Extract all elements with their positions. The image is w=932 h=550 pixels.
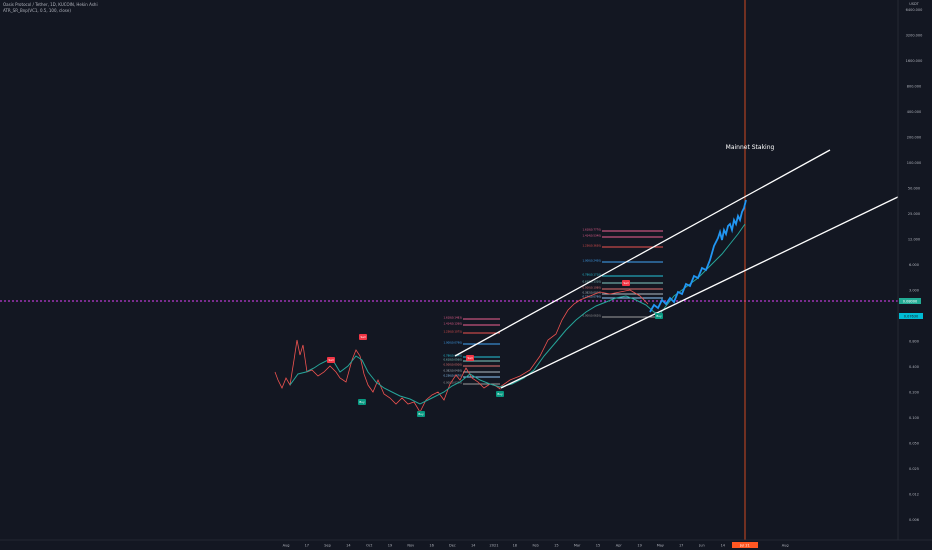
channel-upper-line[interactable]: [455, 150, 830, 356]
buy-signal-label: Buy: [359, 400, 365, 404]
time-axis-label: 15: [596, 544, 600, 548]
time-axis-label: Dec: [449, 544, 456, 548]
price-axis-label: 1600.000: [906, 59, 923, 63]
time-axis-label: 14: [471, 544, 476, 548]
time-axis-label: Mar: [574, 544, 581, 548]
buy-signal-label: Buy: [497, 392, 503, 396]
time-axis-bg: [0, 540, 932, 550]
price-candles: [650, 200, 746, 312]
price-axis-label: 400.000: [907, 110, 921, 114]
price-axis-label: 12.000: [908, 238, 920, 242]
time-axis-label: 17: [305, 544, 309, 548]
price-axis-label: 0.200: [909, 391, 919, 395]
time-axis-label: 14: [346, 544, 351, 548]
price-axis-label: 200.000: [907, 136, 921, 140]
time-axis-label: Aug: [782, 544, 789, 548]
price-axis-label: 0.800: [909, 340, 919, 344]
current-price-label: 0.08000: [903, 300, 917, 304]
price-axis-bg: [898, 0, 932, 540]
price-axis-label: 0.400: [909, 365, 919, 369]
fib-level-label: 0.618(0.0560): [443, 358, 462, 362]
price-axis-label: 0.006: [909, 518, 919, 522]
time-axis-label: 16: [429, 544, 433, 548]
price-axis-label: 100.000: [907, 161, 921, 165]
fib-level-label: 0.500(0.0500): [443, 363, 462, 367]
sell-signal-label: Sell: [467, 356, 472, 360]
channel-lower-line[interactable]: [501, 195, 902, 388]
fib-level-label: 1.000(0.0790): [443, 341, 462, 345]
sell-signal-label: Sell: [328, 358, 333, 362]
fib-level-label: 0.500(0.1080): [582, 286, 601, 290]
fib-level-label: 1.000(0.2450): [582, 259, 601, 263]
currency-label: USDT: [909, 2, 919, 6]
fib-level-label: 0.236(0.0370): [443, 374, 462, 378]
price-axis-label: 50.000: [908, 187, 920, 191]
fib-level-label: 0.382(0.0430): [443, 369, 462, 373]
fib-level-label: 1.236(0.3630): [582, 244, 601, 248]
price-axis-label: 0.100: [909, 416, 919, 420]
indicator-price-label: 0.07630: [904, 315, 918, 319]
price-axis-label: 3200.000: [906, 34, 923, 38]
buy-signal-label: Buy: [656, 314, 662, 318]
sell-signal-label: Sell: [360, 335, 365, 339]
fib-level-label: 1.414(0.1260): [443, 322, 462, 326]
buy-signal-label: Buy: [418, 412, 424, 416]
time-axis-label: 14: [721, 544, 726, 548]
fib-level-label: 0.786(0.1710): [582, 273, 601, 277]
time-axis-label: Oct: [366, 544, 373, 548]
price-axis-label: 0.025: [909, 467, 919, 471]
time-axis-label: 18: [513, 544, 517, 548]
price-axis-label: 0.050: [909, 442, 919, 446]
time-axis-label: Aug: [283, 544, 290, 548]
price-axis-label: 800.000: [907, 85, 921, 89]
fib-level-label: 1.618(0.1483): [443, 316, 462, 320]
time-axis-label: 15: [554, 544, 558, 548]
time-axis-label: Nov: [407, 544, 414, 548]
fib-level-label: 1.414(0.5340): [582, 234, 601, 238]
fib-level-label: 1.618(0.7770): [582, 228, 601, 232]
time-axis-label: 19: [637, 544, 641, 548]
time-axis-label: Apr: [616, 544, 623, 548]
sell-signal-label: Sell: [623, 281, 628, 285]
fib-level-label: 0.000(0.0620): [582, 314, 601, 318]
price-axis-label: 0.012: [909, 493, 919, 497]
price-axis-label: 3.000: [909, 289, 919, 293]
annotation-mainnet-staking: Mainnet Staking: [726, 144, 775, 151]
time-axis-label: Feb: [532, 544, 539, 548]
time-axis-label: 17: [679, 544, 683, 548]
price-axis-label: 6400.000: [906, 8, 923, 12]
price-axis-label: 25.000: [908, 212, 920, 216]
fib-group-2: 1.618(0.7770) 1.414(0.5340) 1.236(0.3630) 1…: [582, 228, 663, 318]
fib-level-label: 1.236(0.1075): [443, 330, 462, 334]
time-axis-label: May: [657, 544, 664, 548]
time-axis-label: Jun: [698, 544, 704, 548]
time-axis-label: 19: [388, 544, 392, 548]
cursor-date-label: Jul 21: [739, 544, 750, 548]
price-axis-label: 6.000: [909, 263, 919, 267]
time-axis-label: Sep: [324, 544, 331, 548]
fib-group-1: 1.618(0.1483) 1.414(0.1260) 1.236(0.1075) 1…: [443, 316, 500, 385]
time-axis-label: 2021: [490, 544, 499, 548]
